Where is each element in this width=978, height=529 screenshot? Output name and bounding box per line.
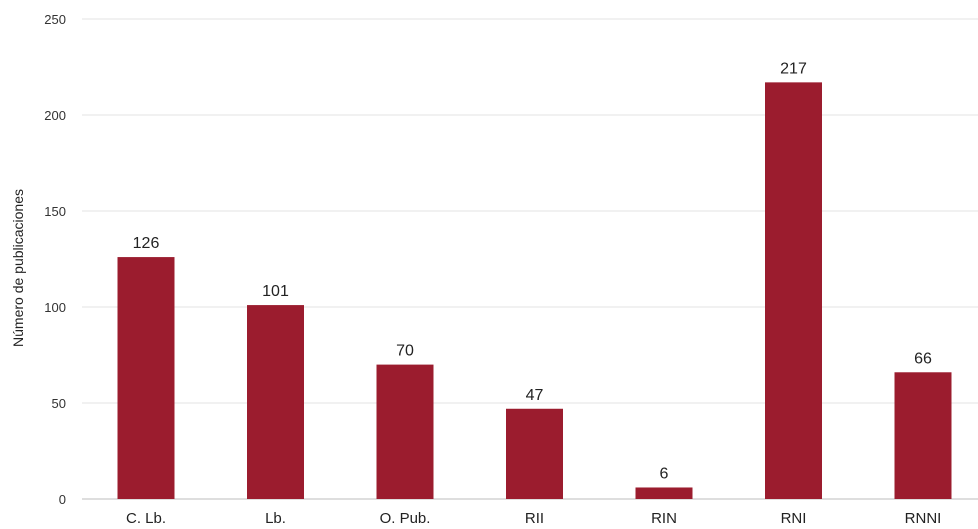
bar: [376, 364, 434, 499]
bar: [765, 82, 822, 500]
bar: [117, 257, 175, 499]
y-tick-label: 100: [44, 300, 66, 315]
bar-value-label: 70: [396, 343, 414, 360]
bar: [894, 372, 952, 499]
x-axis-categories: C. Lb. Lb. O. Pub. RII RIN RNI RNNI: [126, 510, 941, 527]
gridlines: [82, 18, 978, 500]
bar-value-label: 66: [914, 350, 932, 367]
y-tick-label: 50: [52, 396, 66, 411]
bar-value-label: 6: [660, 465, 669, 482]
y-tick-label: 200: [44, 108, 66, 123]
x-tick-label: RNNI: [905, 510, 942, 527]
bar: [247, 305, 304, 499]
bar-value-label: 101: [262, 283, 289, 300]
y-tick-label: 250: [44, 12, 66, 27]
y-axis-ticks: 0 50 100 150 200 250: [44, 12, 66, 507]
y-axis-title: Número de publicaciones: [10, 189, 26, 347]
x-tick-label: RII: [525, 510, 544, 527]
x-tick-label: Lb.: [265, 510, 286, 527]
bar-value-label: 217: [780, 60, 807, 77]
x-tick-label: RNI: [781, 510, 807, 527]
y-tick-label: 0: [59, 492, 66, 507]
y-tick-label: 150: [44, 204, 66, 219]
bar: [506, 408, 563, 499]
data-labels: 126 101 70 47 6 217 66: [133, 60, 932, 482]
x-tick-label: RIN: [651, 510, 677, 527]
bars: [117, 82, 952, 500]
bar-value-label: 47: [526, 387, 544, 404]
x-tick-label: C. Lb.: [126, 510, 166, 527]
x-tick-label: O. Pub.: [380, 510, 431, 527]
bar: [635, 487, 693, 499]
bar-value-label: 126: [133, 235, 160, 252]
